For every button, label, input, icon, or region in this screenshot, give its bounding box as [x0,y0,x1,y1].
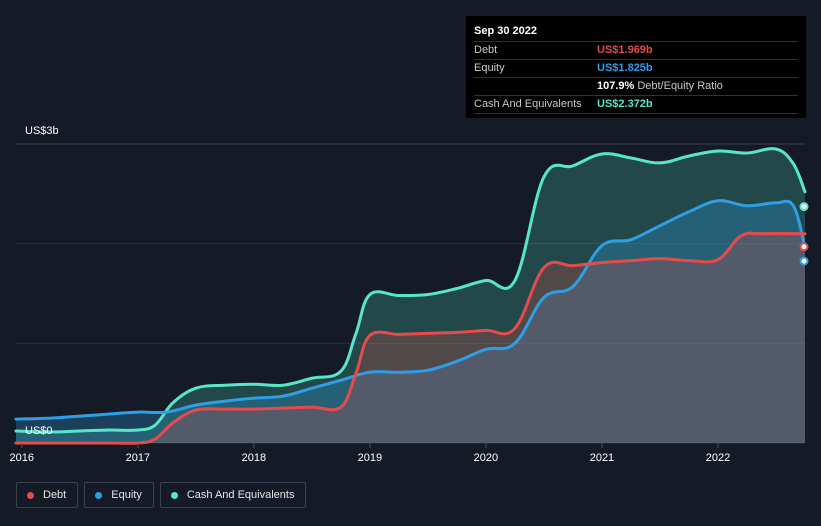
tooltip-value: US$1.825b [597,62,653,74]
cash-and-equivalents-line [14,147,807,434]
debt-end-marker [799,242,809,252]
tooltip-row-ratio: 107.9% Debt/Equity Ratio [474,77,798,95]
x-tick-label: 2020 [474,452,498,464]
x-tick-label: 2016 [10,452,34,464]
cash-and-equivalents-end-marker [799,202,809,212]
tooltip-value: US$1.969b [597,44,653,56]
x-tick-label: 2017 [126,452,150,464]
debt-line [14,231,807,445]
tooltip-label: Cash And Equivalents [474,98,582,110]
legend-label: Cash And Equivalents [186,489,295,501]
x-tick-label: 2021 [590,452,614,464]
legend-label: Debt [43,489,67,501]
x-tick-label: 2019 [358,452,382,464]
tooltip-label [474,78,597,95]
tooltip-label: Equity [474,62,505,74]
tooltip-unit: Debt/Equity Ratio [637,80,723,92]
legend: Debt Equity Cash And Equivalents [16,482,307,508]
x-tick-label: 2018 [242,452,266,464]
tooltip-label: Debt [474,44,498,56]
y-axis-bottom-label: US$0 [25,425,53,437]
legend-dot-icon [27,491,34,499]
legend-item-equity[interactable]: Equity [84,482,154,508]
tooltip-row-debt: Debt US$1.969b [474,41,798,59]
equity-line [14,199,807,421]
debt-area [16,233,805,444]
legend-item-cash[interactable]: Cash And Equivalents [159,482,307,508]
tooltip-panel: Sep 30 2022 Debt US$1.969b Equity US$1.8… [466,16,806,118]
equity-end-marker [799,256,809,266]
legend-item-debt[interactable]: Debt [16,482,79,508]
legend-dot-icon [95,491,103,499]
legend-dot-icon [170,491,178,499]
x-tick-label: 2022 [706,452,730,464]
tooltip-date: Sep 30 2022 [474,25,537,37]
tooltip-row-cash: Cash And Equivalents US$2.372b [474,95,798,114]
tooltip-value: US$2.372b [597,98,653,110]
tooltip-value: 107.9% [597,80,635,92]
tooltip-row-equity: Equity US$1.825b [474,59,798,77]
y-axis-top-label: US$3b [25,125,59,137]
legend-label: Equity [111,489,142,501]
